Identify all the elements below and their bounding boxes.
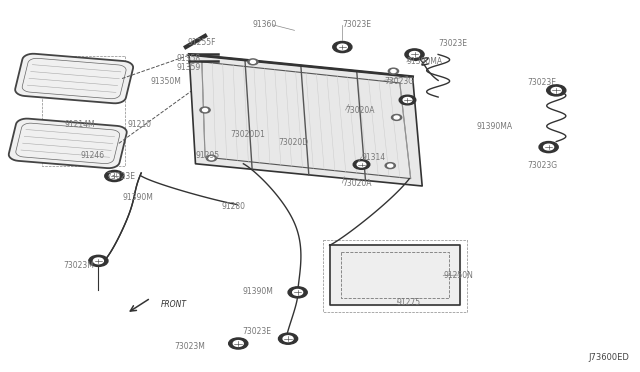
Circle shape bbox=[209, 157, 214, 160]
Text: 73020D: 73020D bbox=[278, 138, 308, 147]
Circle shape bbox=[388, 68, 399, 74]
Circle shape bbox=[333, 41, 352, 52]
Text: 91255F: 91255F bbox=[188, 38, 216, 48]
Text: 91275: 91275 bbox=[397, 298, 420, 307]
Text: J73600ED: J73600ED bbox=[589, 353, 630, 362]
Text: 91390MA: 91390MA bbox=[476, 122, 513, 131]
Circle shape bbox=[392, 115, 402, 121]
Circle shape bbox=[394, 116, 399, 119]
Text: 73020A: 73020A bbox=[342, 179, 372, 187]
Text: 73023M: 73023M bbox=[174, 341, 205, 350]
Polygon shape bbox=[15, 54, 133, 103]
Circle shape bbox=[202, 109, 207, 112]
Text: 91295: 91295 bbox=[195, 151, 220, 160]
Circle shape bbox=[228, 338, 248, 349]
Text: 91390M: 91390M bbox=[242, 287, 273, 296]
Circle shape bbox=[89, 255, 108, 266]
Text: 91350M: 91350M bbox=[151, 77, 182, 86]
Text: 91360: 91360 bbox=[253, 20, 277, 29]
Text: 91214M: 91214M bbox=[65, 121, 95, 129]
Circle shape bbox=[405, 49, 424, 60]
Circle shape bbox=[551, 87, 561, 93]
Circle shape bbox=[109, 173, 119, 179]
Text: FRONT: FRONT bbox=[161, 300, 186, 309]
Circle shape bbox=[391, 70, 396, 73]
Circle shape bbox=[357, 162, 366, 167]
Circle shape bbox=[206, 155, 216, 161]
Text: 91358: 91358 bbox=[177, 54, 201, 62]
Text: 91250N: 91250N bbox=[444, 271, 473, 280]
Polygon shape bbox=[330, 245, 461, 305]
Circle shape bbox=[399, 95, 416, 105]
Text: 73023E: 73023E bbox=[342, 20, 371, 29]
Circle shape bbox=[283, 336, 293, 341]
Text: 73020A: 73020A bbox=[346, 106, 375, 115]
Text: 91210: 91210 bbox=[127, 121, 151, 129]
Circle shape bbox=[292, 289, 303, 295]
Circle shape bbox=[337, 44, 348, 50]
Text: 73023E: 73023E bbox=[438, 39, 467, 48]
Circle shape bbox=[200, 107, 210, 113]
Polygon shape bbox=[189, 54, 422, 186]
Text: 91246: 91246 bbox=[81, 151, 105, 160]
Text: 73020D1: 73020D1 bbox=[230, 130, 266, 140]
Text: 73023G: 73023G bbox=[527, 161, 557, 170]
Circle shape bbox=[248, 59, 258, 65]
Text: 91390MA: 91390MA bbox=[407, 57, 443, 66]
Polygon shape bbox=[9, 119, 127, 168]
Circle shape bbox=[410, 52, 419, 57]
Circle shape bbox=[543, 144, 554, 150]
Circle shape bbox=[93, 258, 104, 264]
Text: 73023E: 73023E bbox=[242, 327, 271, 336]
Text: 73023E: 73023E bbox=[527, 78, 557, 87]
Circle shape bbox=[353, 160, 370, 169]
Circle shape bbox=[105, 170, 124, 182]
Circle shape bbox=[288, 287, 307, 298]
Text: 91390M: 91390M bbox=[122, 193, 153, 202]
Text: 91280: 91280 bbox=[221, 202, 245, 211]
Circle shape bbox=[278, 333, 298, 344]
Text: 91359: 91359 bbox=[177, 63, 201, 72]
Text: 73023E: 73023E bbox=[106, 172, 135, 181]
Circle shape bbox=[388, 164, 393, 167]
Text: 73023M: 73023M bbox=[63, 261, 94, 270]
Circle shape bbox=[233, 341, 243, 346]
Text: 91314: 91314 bbox=[362, 153, 386, 161]
Circle shape bbox=[385, 163, 396, 169]
Circle shape bbox=[403, 97, 412, 103]
Circle shape bbox=[547, 85, 566, 96]
Circle shape bbox=[539, 141, 558, 153]
Text: 73023G: 73023G bbox=[384, 77, 414, 86]
Circle shape bbox=[250, 60, 255, 63]
